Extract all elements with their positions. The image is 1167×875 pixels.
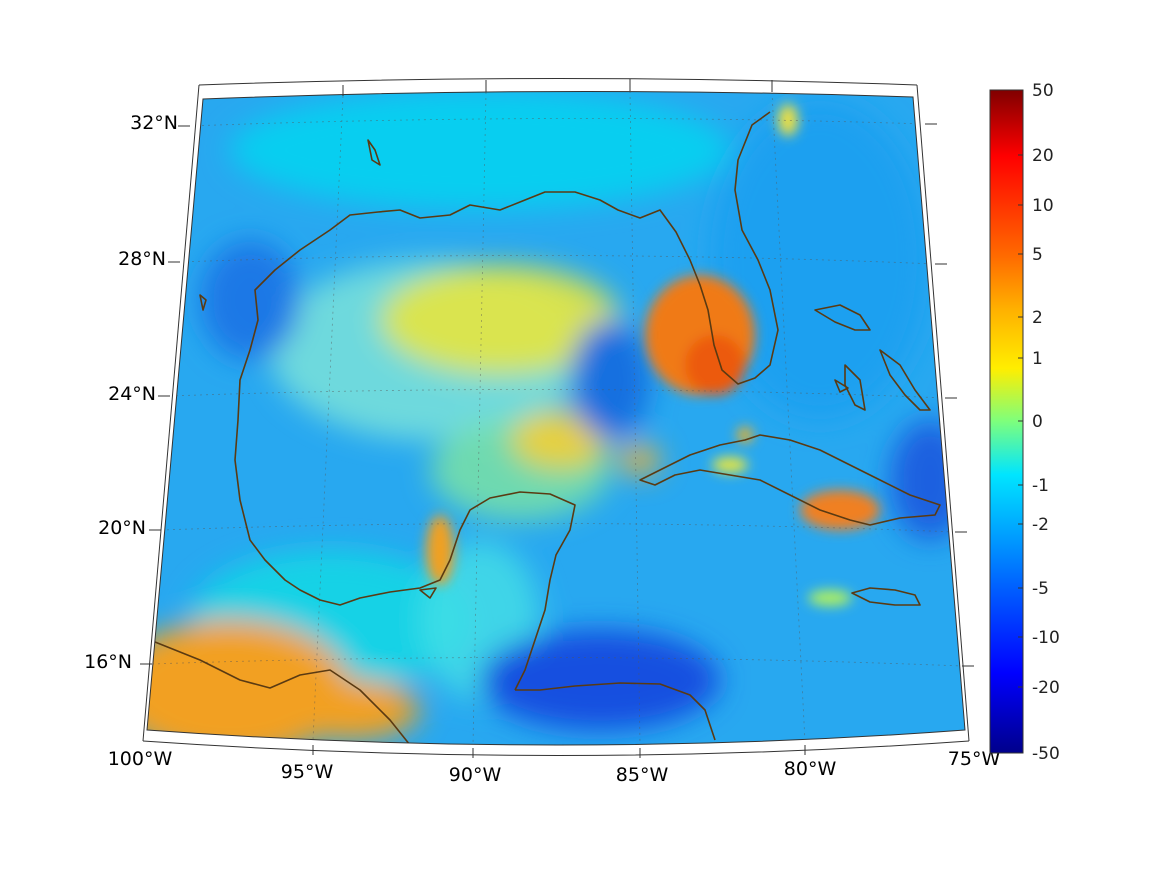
colorbar-tick-label: -2 bbox=[1032, 515, 1049, 535]
colorbar-ramp bbox=[989, 89, 1024, 754]
colorbar-tick-label: -5 bbox=[1032, 579, 1049, 599]
map-frame bbox=[142, 78, 970, 756]
lat-label: 28°N bbox=[118, 248, 166, 270]
lon-label: 95°W bbox=[281, 761, 334, 783]
colorbar-tick-label: -20 bbox=[1032, 678, 1060, 698]
lon-label: 75°W bbox=[948, 748, 1001, 770]
map-field bbox=[147, 91, 965, 745]
lon-label: 100°W bbox=[108, 748, 173, 770]
colorbar-tick-label: 20 bbox=[1032, 146, 1054, 166]
lat-label: 20°N bbox=[98, 517, 146, 539]
lon-label: 85°W bbox=[616, 764, 669, 786]
lon-label: 80°W bbox=[784, 758, 837, 780]
colorbar-ticks bbox=[1018, 154, 1023, 688]
colorbar: 50 20 10 5 2 1 0 -1 -2 -5 -10 -20 -50 bbox=[989, 81, 1060, 764]
colorbar-tick-label: 2 bbox=[1032, 308, 1043, 328]
colorbar-tick-label: 10 bbox=[1032, 196, 1054, 216]
coastlines bbox=[149, 111, 941, 745]
colorbar-tick-label: -1 bbox=[1032, 476, 1049, 496]
colorbar-tick-label: 50 bbox=[1032, 81, 1054, 101]
latitude-labels: 32°N 28°N 24°N 20°N 16°N bbox=[84, 112, 178, 673]
colorbar-tick-label: 1 bbox=[1032, 349, 1043, 369]
colorbar-tick-label: -10 bbox=[1032, 628, 1060, 648]
lat-label: 16°N bbox=[84, 651, 132, 673]
colorbar-tick-label: 0 bbox=[1032, 412, 1043, 432]
frame-ticks bbox=[140, 79, 974, 758]
longitude-labels: 100°W 95°W 90°W 85°W 80°W 75°W bbox=[108, 748, 1001, 786]
lat-label: 32°N bbox=[130, 112, 178, 134]
lat-label: 24°N bbox=[108, 383, 156, 405]
lon-label: 90°W bbox=[449, 764, 502, 786]
colorbar-tick-label: -50 bbox=[1032, 744, 1060, 764]
colorbar-tick-label: 5 bbox=[1032, 245, 1043, 265]
